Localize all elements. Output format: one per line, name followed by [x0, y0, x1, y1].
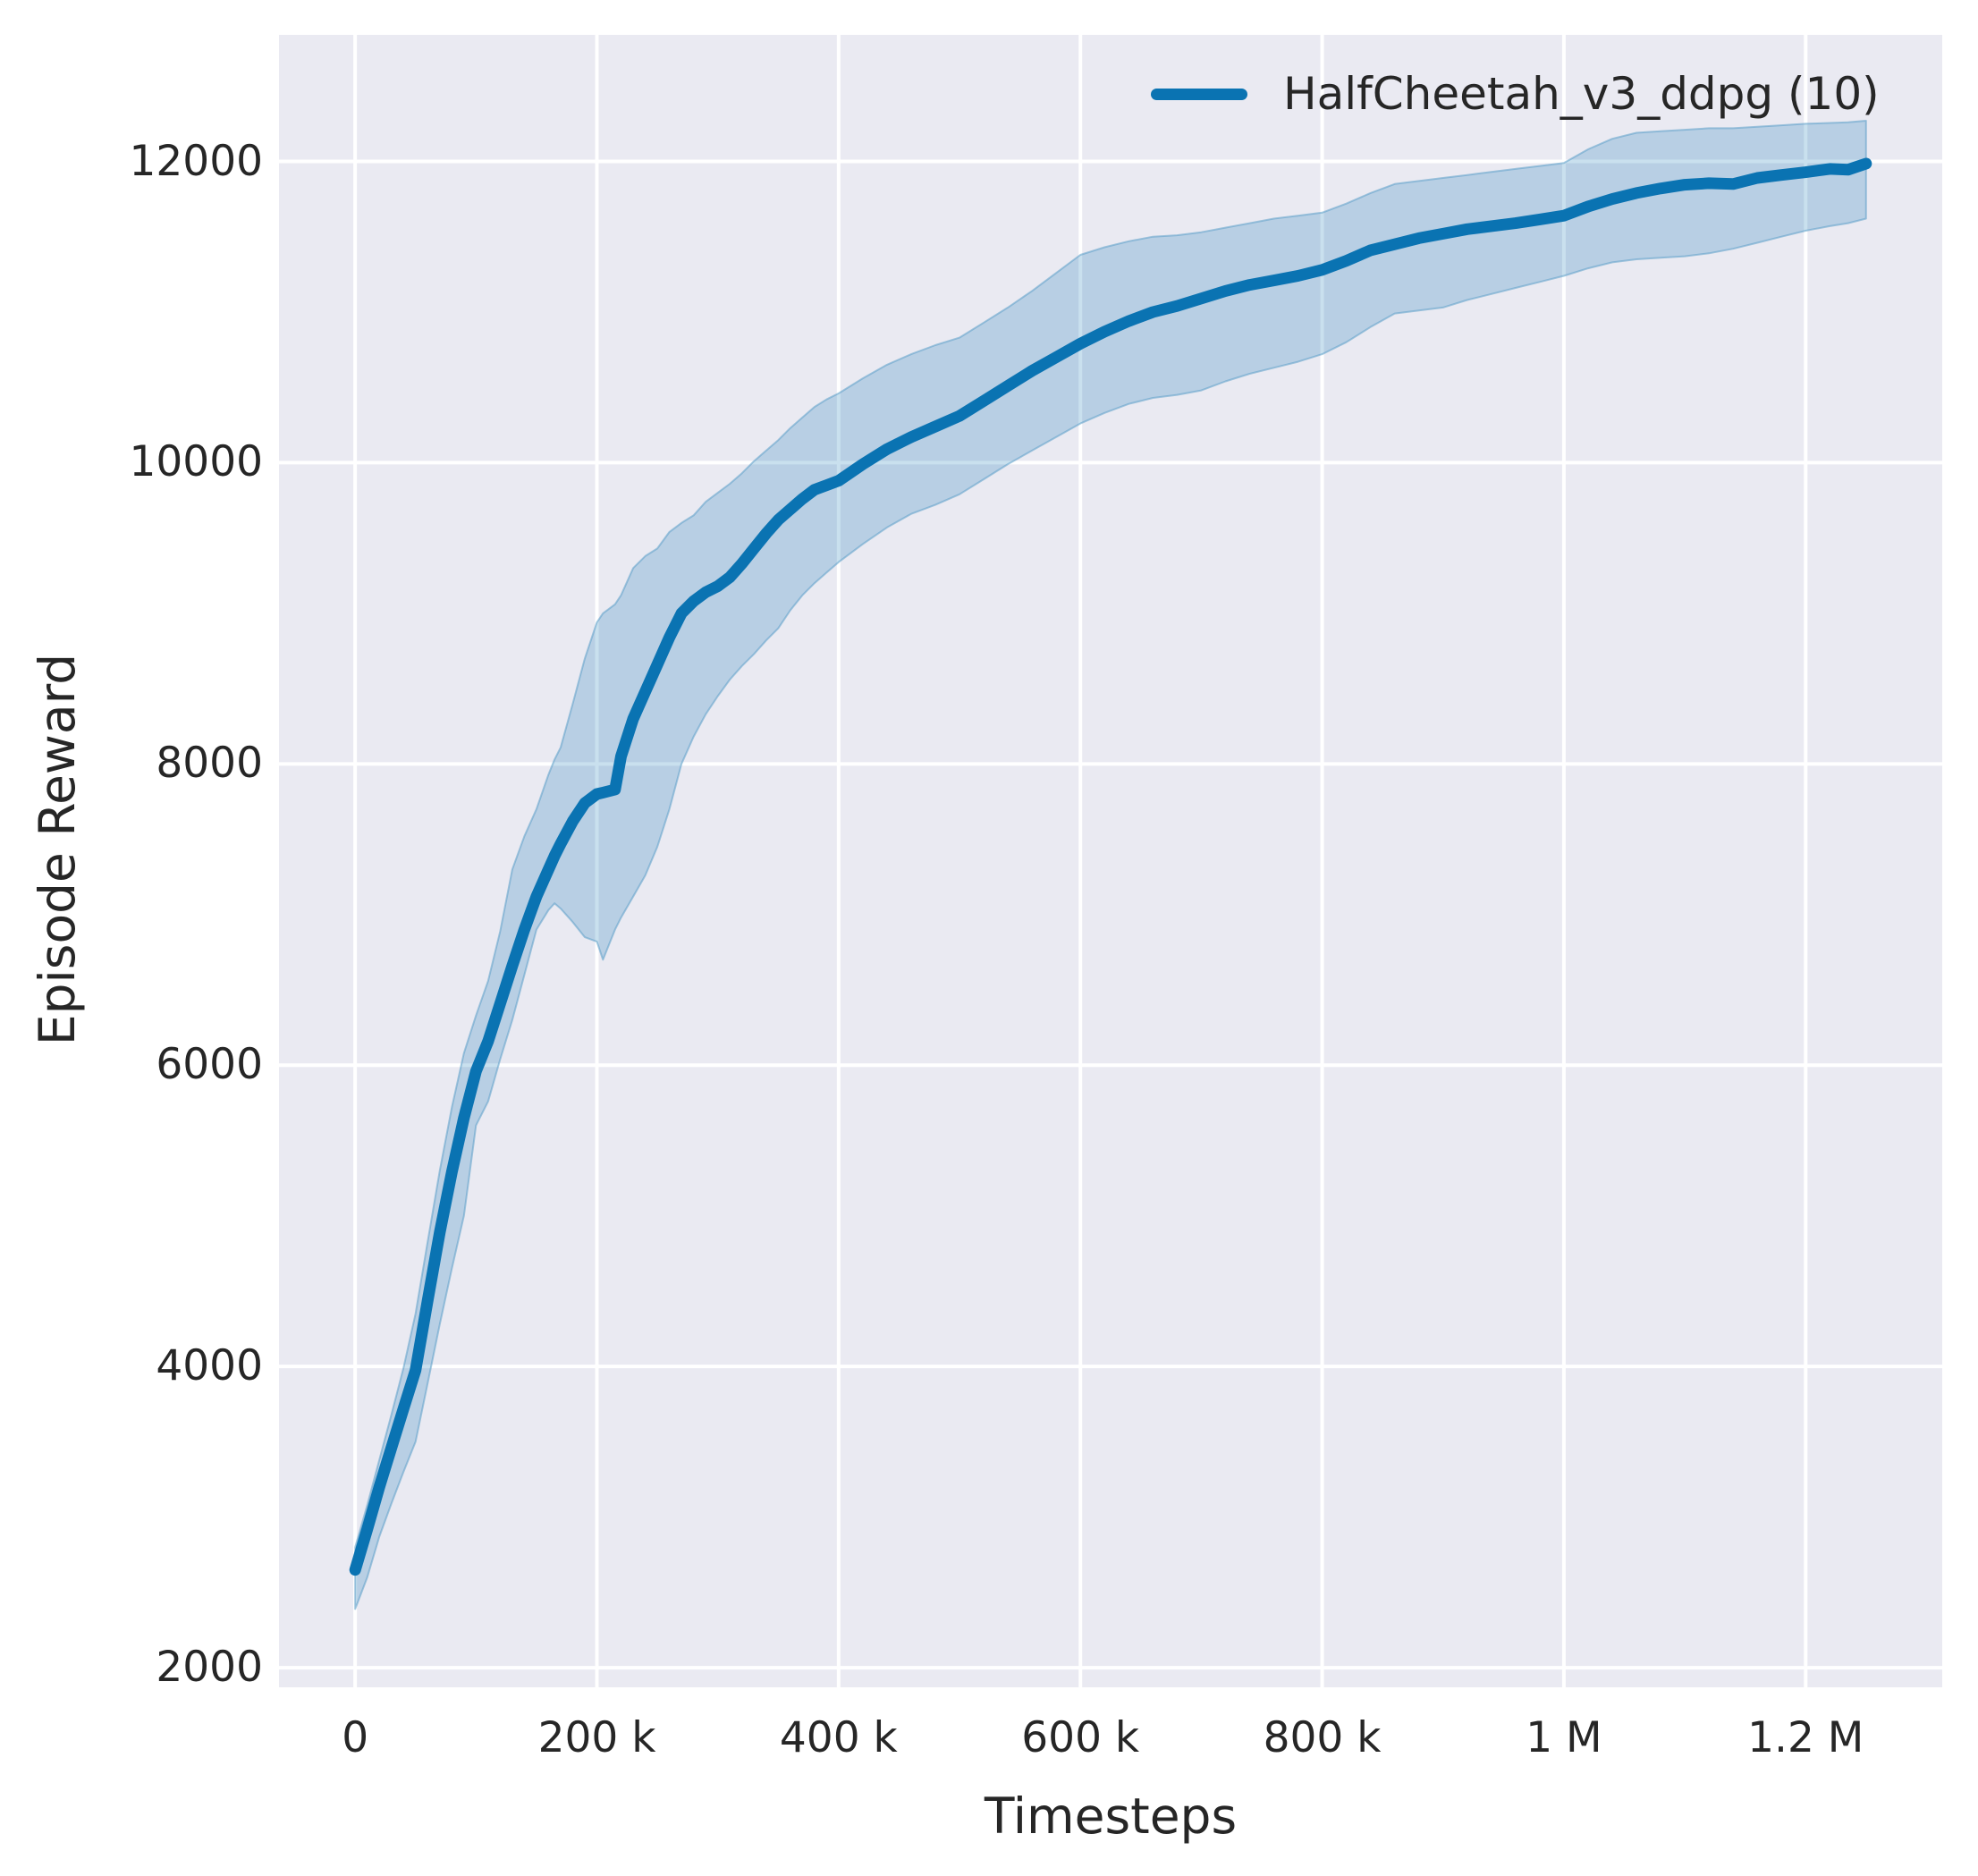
x-tick-label: 400 k [779, 1713, 898, 1762]
x-tick-label: 600 k [1021, 1713, 1140, 1762]
x-tick-label: 200 k [537, 1713, 656, 1762]
confidence-band [354, 120, 1867, 1610]
y-axis-title: Episode Reward [29, 653, 86, 1046]
x-axis-title: Timesteps [984, 1787, 1238, 1845]
legend: HalfCheetah_v3_ddpg (10) [1151, 63, 1880, 124]
y-tick-label: 2000 [156, 1643, 263, 1693]
legend-line-swatch [1151, 88, 1247, 100]
chart-canvas [279, 35, 1942, 1687]
y-tick-label: 6000 [156, 1040, 263, 1090]
x-tick-label: 1 M [1526, 1713, 1602, 1762]
plot-area: HalfCheetah_v3_ddpg (10) [279, 35, 1942, 1687]
y-tick-label: 10000 [129, 437, 263, 487]
mean-reward-line [349, 157, 1872, 1576]
y-tick-label: 12000 [129, 136, 263, 186]
x-tick-label: 1.2 M [1747, 1713, 1864, 1762]
y-tick-label: 4000 [156, 1341, 263, 1391]
x-tick-label: 0 [342, 1713, 369, 1762]
x-tick-label: 800 k [1263, 1713, 1382, 1762]
legend-label: HalfCheetah_v3_ddpg (10) [1283, 68, 1880, 120]
y-tick-label: 8000 [156, 739, 263, 789]
